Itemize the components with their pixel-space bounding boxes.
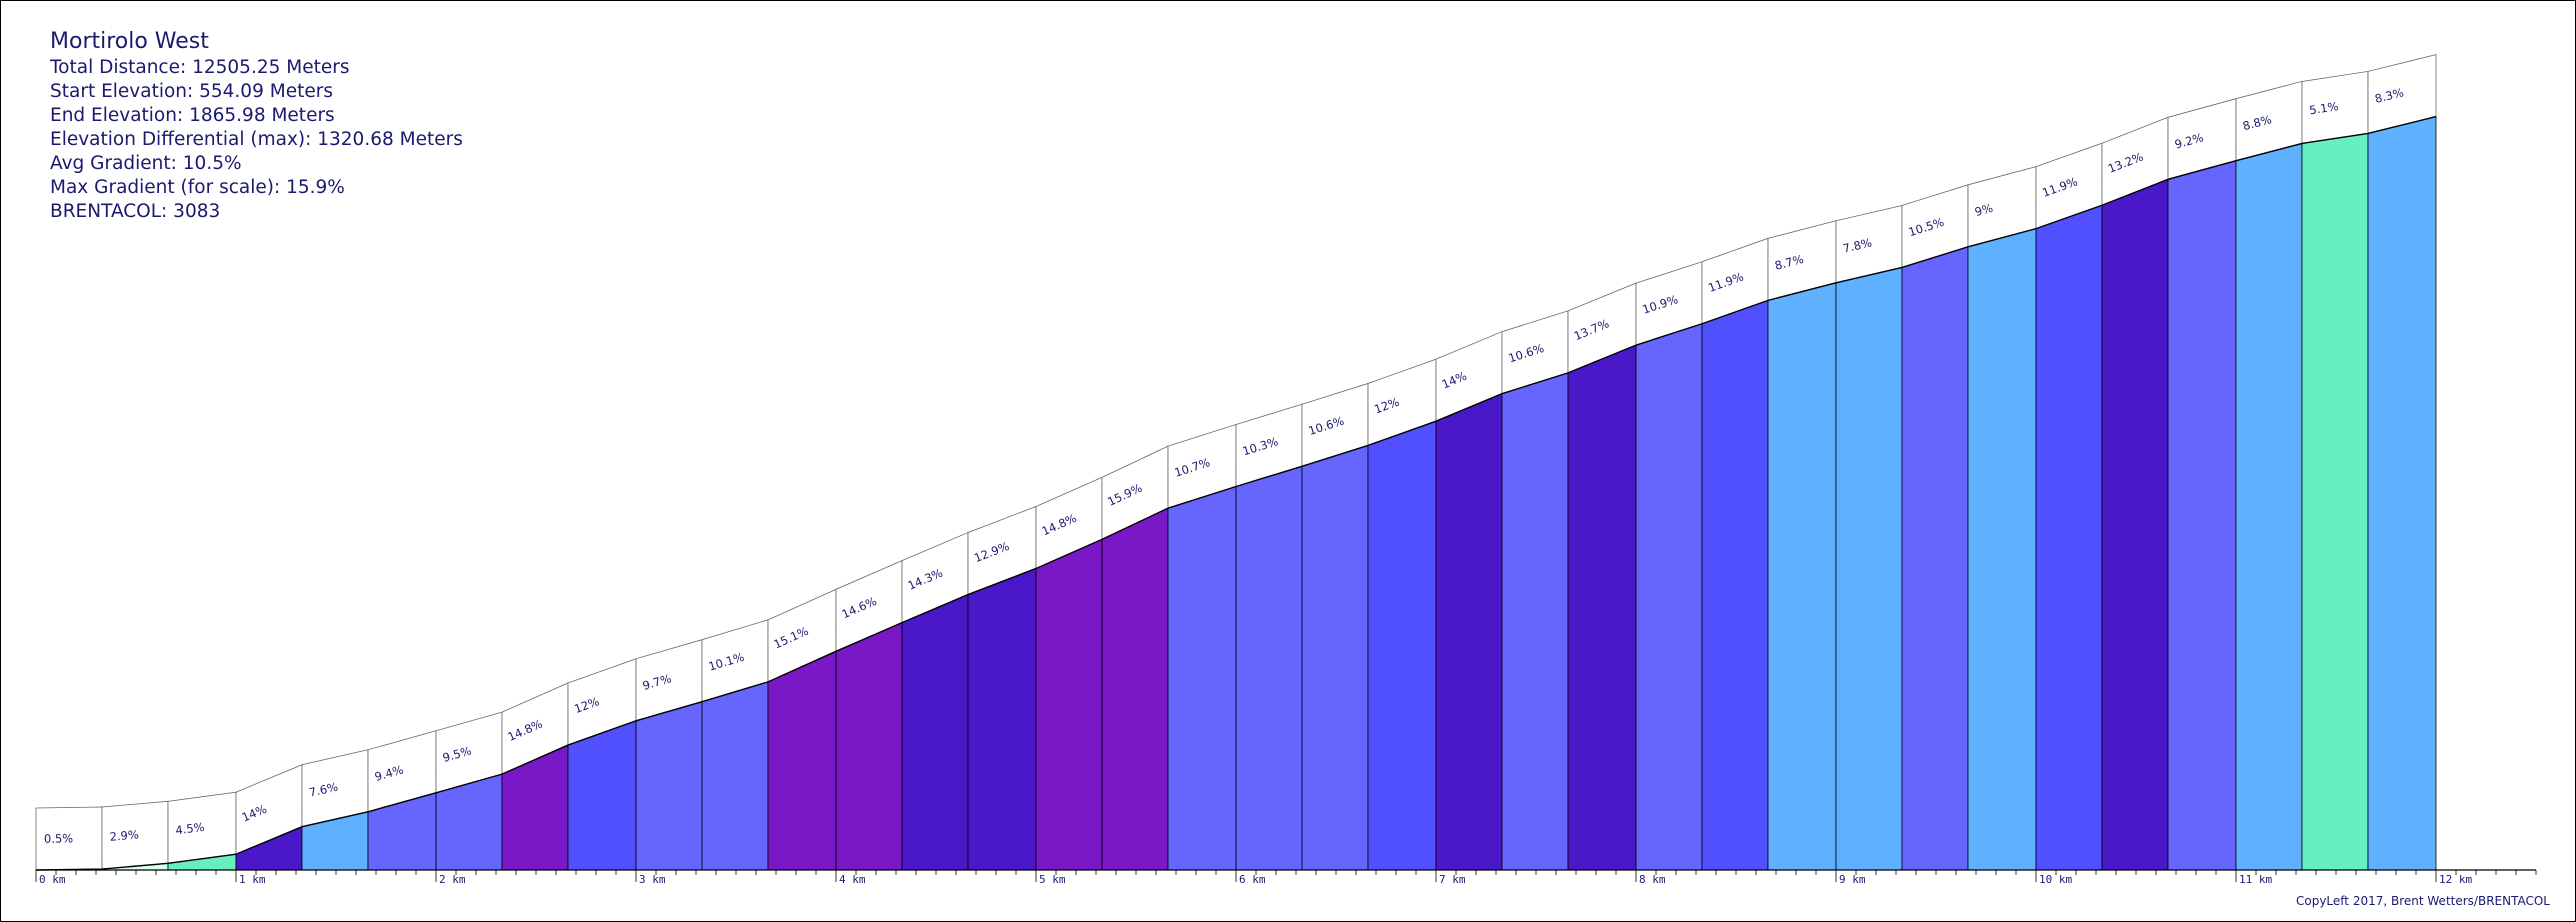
segment-fill-20 bbox=[1301, 444, 1369, 871]
total-distance: Total Distance: 12505.25 Meters bbox=[50, 57, 350, 78]
gradient-label-2: 2.9% bbox=[109, 827, 139, 843]
x-axis: 0 km 1 km 2 km 3 km 4 km 5 km 6 km 7 km 8 km 9 km… bbox=[35, 869, 2537, 886]
gradient-label-3: 4.5% bbox=[175, 820, 206, 838]
x-tick-label-1: 1 km bbox=[239, 873, 266, 886]
segment-fill-14 bbox=[901, 593, 969, 871]
x-tick-label-4: 4 km bbox=[839, 873, 866, 886]
segment-fill-13 bbox=[835, 622, 903, 871]
x-tick-label-2: 2 km bbox=[439, 873, 466, 886]
segment-fill-34 bbox=[2235, 142, 2303, 871]
profile-outline bbox=[35, 115, 2437, 871]
segment-fill-11 bbox=[701, 681, 769, 871]
gradient-label-36: 8.3% bbox=[2373, 85, 2405, 106]
segment-fill-36 bbox=[2367, 116, 2437, 871]
segment-fill-29 bbox=[1901, 246, 1969, 871]
segment-fill-32 bbox=[2101, 178, 2169, 871]
brentacol-score: BRENTACOL: 3083 bbox=[50, 201, 221, 222]
x-tick-label-5: 5 km bbox=[1039, 873, 1066, 886]
segment-fill-31 bbox=[2035, 204, 2103, 871]
x-tick-label-0: 0 km bbox=[39, 873, 66, 886]
segment-fill-21 bbox=[1367, 420, 1437, 871]
profile-line bbox=[35, 115, 2437, 871]
segment-fill-26 bbox=[1701, 299, 1769, 871]
elevation-differential: Elevation Differential (max): 1320.68 Me… bbox=[50, 129, 463, 150]
gradient-label-28: 7.8% bbox=[1842, 235, 1874, 255]
segment-fill-15 bbox=[967, 567, 1037, 871]
segment-fill-27 bbox=[1767, 282, 1837, 871]
copyright-credit: CopyLeft 2017, Brent Wetters/BRENTACOL bbox=[2295, 894, 2550, 908]
gradient-label-1: 0.5% bbox=[44, 831, 73, 845]
x-tick-label-6: 6 km bbox=[1239, 873, 1266, 886]
segment-fill-25 bbox=[1635, 323, 1703, 871]
segment-fill-12 bbox=[767, 650, 837, 871]
segment-fill-17 bbox=[1101, 507, 1169, 871]
gradient-label-30: 9% bbox=[1973, 201, 1994, 219]
segment-fill-35 bbox=[2301, 132, 2369, 871]
x-tick-label-3: 3 km bbox=[639, 873, 666, 886]
segment-fill-23 bbox=[1501, 372, 1569, 871]
segment-fill-10 bbox=[635, 701, 703, 871]
x-tick-label-8: 8 km bbox=[1639, 873, 1666, 886]
x-tick-label-11: 11 km bbox=[2239, 873, 2272, 886]
x-tick-label-9: 9 km bbox=[1839, 873, 1866, 886]
segment-fill-22 bbox=[1435, 393, 1503, 871]
gradient-label-35: 5.1% bbox=[2308, 99, 2339, 117]
segment-fill-16 bbox=[1035, 538, 1103, 871]
gradient-label-bands: 0.5% 2.9% 4.5%14%7.6%9.4%9.5%14.8%12%9.7%1… bbox=[35, 54, 2437, 871]
start-elevation: Start Elevation: 554.09 Meters bbox=[50, 81, 333, 102]
segment-fill-9 bbox=[567, 720, 637, 871]
route-title: Mortirolo West bbox=[50, 29, 209, 54]
segment-fill-30 bbox=[1967, 228, 2037, 871]
segment-fill-24 bbox=[1567, 344, 1637, 871]
end-elevation: End Elevation: 1865.98 Meters bbox=[50, 105, 335, 126]
segment-fill-19 bbox=[1235, 465, 1303, 871]
route-info: Mortirolo West Total Distance: 12505.25 … bbox=[50, 28, 463, 224]
max-gradient: Max Gradient (for scale): 15.9% bbox=[50, 177, 345, 198]
x-tick-label-7: 7 km bbox=[1439, 873, 1466, 886]
segment-fill-18 bbox=[1167, 485, 1237, 871]
avg-gradient: Avg Gradient: 10.5% bbox=[50, 153, 242, 174]
segment-fill-33 bbox=[2167, 160, 2237, 871]
segment-fill-28 bbox=[1835, 266, 1903, 871]
gradient-label-5: 7.6% bbox=[308, 780, 340, 800]
x-tick-label-12: 12 km bbox=[2439, 873, 2472, 886]
x-tick-label-10: 10 km bbox=[2039, 873, 2072, 886]
segment-fills bbox=[35, 116, 2437, 871]
